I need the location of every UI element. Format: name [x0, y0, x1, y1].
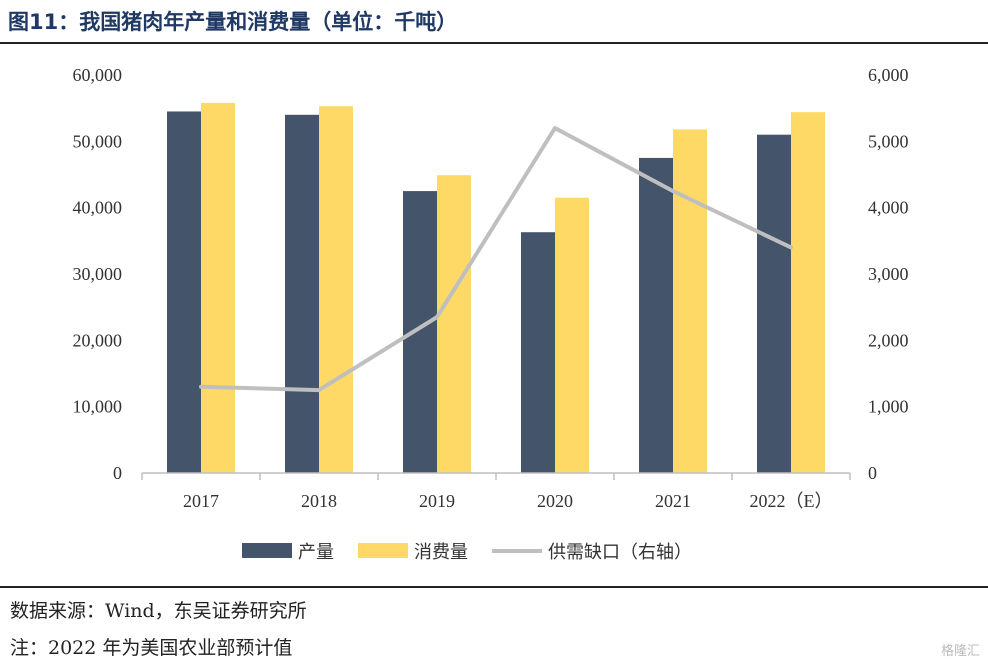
top-rule: [0, 42, 988, 44]
left-axis-tick-label: 0: [113, 463, 122, 483]
right-axis-tick-label: 2,000: [868, 330, 909, 350]
legend-swatch: [358, 543, 408, 558]
right-axis-tick-label: 6,000: [868, 65, 909, 85]
bar-production: [757, 134, 791, 473]
pork-production-consumption-chart: 0 10,000 20,000 30,000 40,000 50,000 60,000 0 1,…: [73, 65, 909, 563]
right-axis-tick-label: 3,000: [868, 264, 909, 284]
legend-swatch: [242, 543, 292, 558]
right-axis-tick-label: 5,000: [868, 131, 909, 151]
bar-consumption: [673, 129, 707, 473]
watermark-logo: 格隆汇: [940, 644, 980, 659]
bottom-rule: [0, 586, 988, 588]
x-axis-category-label: 2021: [655, 491, 691, 511]
bar-production: [639, 157, 673, 473]
bar-consumption: [555, 197, 589, 473]
bar-production: [285, 114, 319, 474]
left-axis-tick-label: 30,000: [73, 264, 123, 284]
bar-consumption: [201, 102, 235, 474]
data-source: 数据来源：Wind，东吴证券研究所: [10, 600, 307, 622]
right-axis-tick-label: 1,000: [868, 397, 909, 417]
legend-label: 供需缺口（右轴）: [548, 542, 692, 563]
x-axis-category-label: 2018: [301, 491, 337, 511]
left-axis-tick-label: 50,000: [73, 131, 123, 151]
bar-production: [167, 111, 201, 473]
x-axis-category-label: 2019: [419, 491, 455, 511]
right-axis-tick-label: 4,000: [868, 198, 909, 218]
x-axis-category-label: 2022（E）: [750, 491, 833, 511]
figure-title: 图11：我国猪肉年产量和消费量（单位：千吨）: [8, 10, 458, 34]
right-axis-tick-label: 0: [868, 463, 877, 483]
left-axis-tick-label: 60,000: [73, 65, 123, 85]
left-axis-tick-label: 20,000: [73, 330, 123, 350]
left-axis-tick-label: 10,000: [73, 397, 123, 417]
bar-consumption: [791, 112, 825, 473]
bar-production: [521, 232, 555, 473]
line-supply-demand-gap: [199, 126, 793, 393]
bar-consumption: [437, 175, 471, 473]
bar-production: [403, 191, 437, 474]
x-axis-category-label: 2020: [537, 491, 573, 511]
bar-consumption: [319, 106, 353, 473]
legend-label: 消费量: [414, 542, 468, 563]
legend-label: 产量: [298, 542, 334, 563]
x-axis-category-label: 2017: [183, 491, 219, 511]
footnote: 注：2022 年为美国农业部预计值: [10, 637, 293, 659]
left-axis-tick-label: 40,000: [73, 198, 123, 218]
